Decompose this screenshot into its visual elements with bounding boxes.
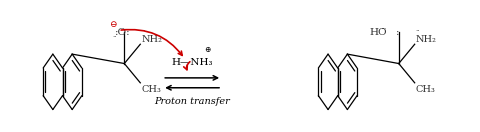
Text: ··: ·· — [112, 32, 117, 40]
Text: ⊕: ⊕ — [204, 46, 211, 54]
Text: Proton transfer: Proton transfer — [154, 97, 230, 106]
Text: NH₂: NH₂ — [141, 35, 162, 44]
Text: CH₃: CH₃ — [416, 85, 435, 94]
Text: H—NH₃: H—NH₃ — [171, 58, 213, 67]
Text: :: : — [396, 28, 399, 37]
Text: ··: ·· — [416, 26, 420, 34]
Text: CH₃: CH₃ — [141, 85, 161, 94]
Text: HÖ: HÖ — [370, 28, 387, 37]
Text: ⊖: ⊖ — [109, 20, 117, 29]
Text: NH₂: NH₂ — [416, 35, 436, 44]
Text: ··: ·· — [141, 26, 145, 34]
Text: :O:: :O: — [115, 28, 130, 37]
